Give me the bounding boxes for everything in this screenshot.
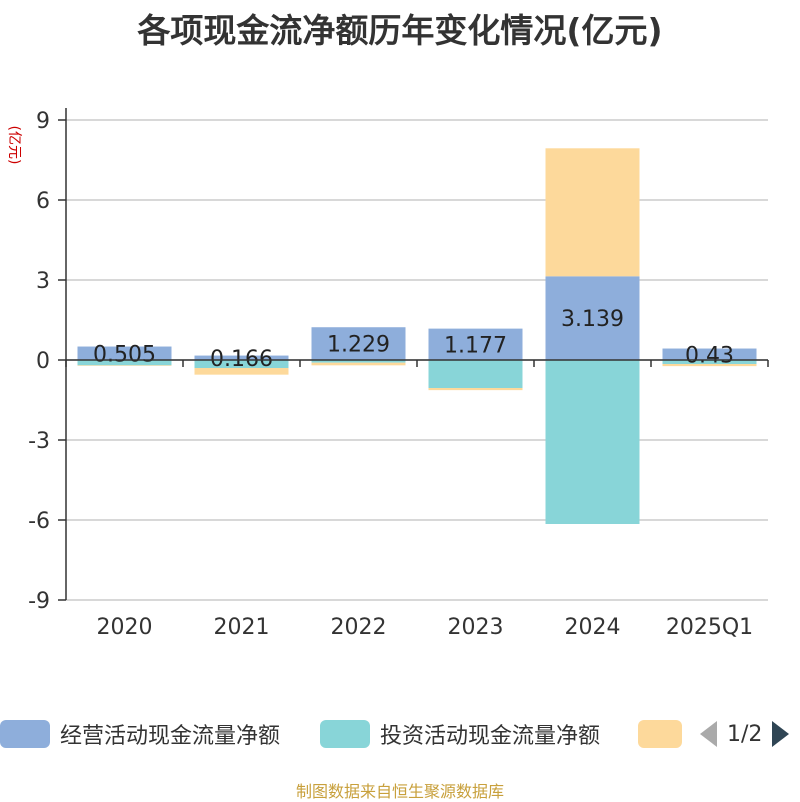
legend-page-indicator: 1/2 <box>727 721 763 747</box>
bar-1-2024 <box>545 360 640 524</box>
bar-0-2024 <box>545 276 640 360</box>
legend-swatch-financing <box>638 720 682 748</box>
y-axis-unit-label: (亿元) <box>6 126 22 165</box>
x-tick-label: 2021 <box>214 615 270 640</box>
legend-item-operating[interactable]: 经营活动现金流量净额 <box>0 716 280 752</box>
bar-1-2022 <box>311 360 406 363</box>
data-label: 3.139 <box>561 307 624 332</box>
data-label: 1.229 <box>327 333 390 358</box>
legend-swatch-operating <box>0 720 50 748</box>
bar-2-2020 <box>77 365 172 366</box>
legend-next-icon[interactable] <box>772 721 790 747</box>
y-tick-label: 9 <box>36 109 50 134</box>
legend-item-financing[interactable] <box>638 716 692 752</box>
bar-2-2022 <box>311 362 406 366</box>
legend-prev-icon[interactable] <box>700 721 717 747</box>
bar-0-2021 <box>194 355 289 360</box>
data-label: 0.43 <box>685 343 734 368</box>
x-tick-label: 2023 <box>448 615 504 640</box>
legend-label-operating: 经营活动现金流量净额 <box>60 724 281 749</box>
x-tick-label: 2020 <box>97 615 153 640</box>
bar-2-2025Q1 <box>662 364 757 367</box>
x-tick-label: 2024 <box>565 615 621 640</box>
data-label: 0.505 <box>93 342 156 367</box>
bar-2-2021 <box>194 368 289 375</box>
bar-1-2025Q1 <box>662 360 757 364</box>
legend-swatch-investing <box>320 720 370 748</box>
bar-2-2023 <box>428 388 523 391</box>
legend: 经营活动现金流量净额 投资活动现金流量净额 <box>0 716 800 752</box>
bar-1-2021 <box>194 360 289 368</box>
bar-0-2025Q1 <box>662 348 757 360</box>
bar-0-2020 <box>77 346 172 360</box>
legend-label-investing: 投资活动现金流量净额 <box>380 724 601 749</box>
bar-1-2020 <box>77 360 172 366</box>
y-tick-label: -3 <box>28 429 50 454</box>
x-tick-label: 2022 <box>331 615 387 640</box>
x-tick-label: 2025Q1 <box>666 615 753 640</box>
y-tick-label: 0 <box>36 349 50 374</box>
legend-pager: 1/2 <box>700 716 790 752</box>
data-label: 1.177 <box>444 333 507 358</box>
y-tick-label: -6 <box>28 509 50 534</box>
bar-0-2023 <box>428 328 523 360</box>
y-tick-label: 6 <box>36 189 50 214</box>
y-tick-label: 3 <box>36 269 50 294</box>
source-note: 制图数据来自恒生聚源数据库 <box>295 782 504 801</box>
bar-0-2022 <box>311 327 406 360</box>
bar-1-2023 <box>428 360 523 388</box>
y-tick-label: -9 <box>28 589 50 614</box>
chart-title: 各项现金流净额历年变化情况(亿元) <box>137 11 663 50</box>
bar-2-2024 <box>545 148 640 277</box>
legend-item-investing[interactable]: 投资活动现金流量净额 <box>320 716 600 752</box>
